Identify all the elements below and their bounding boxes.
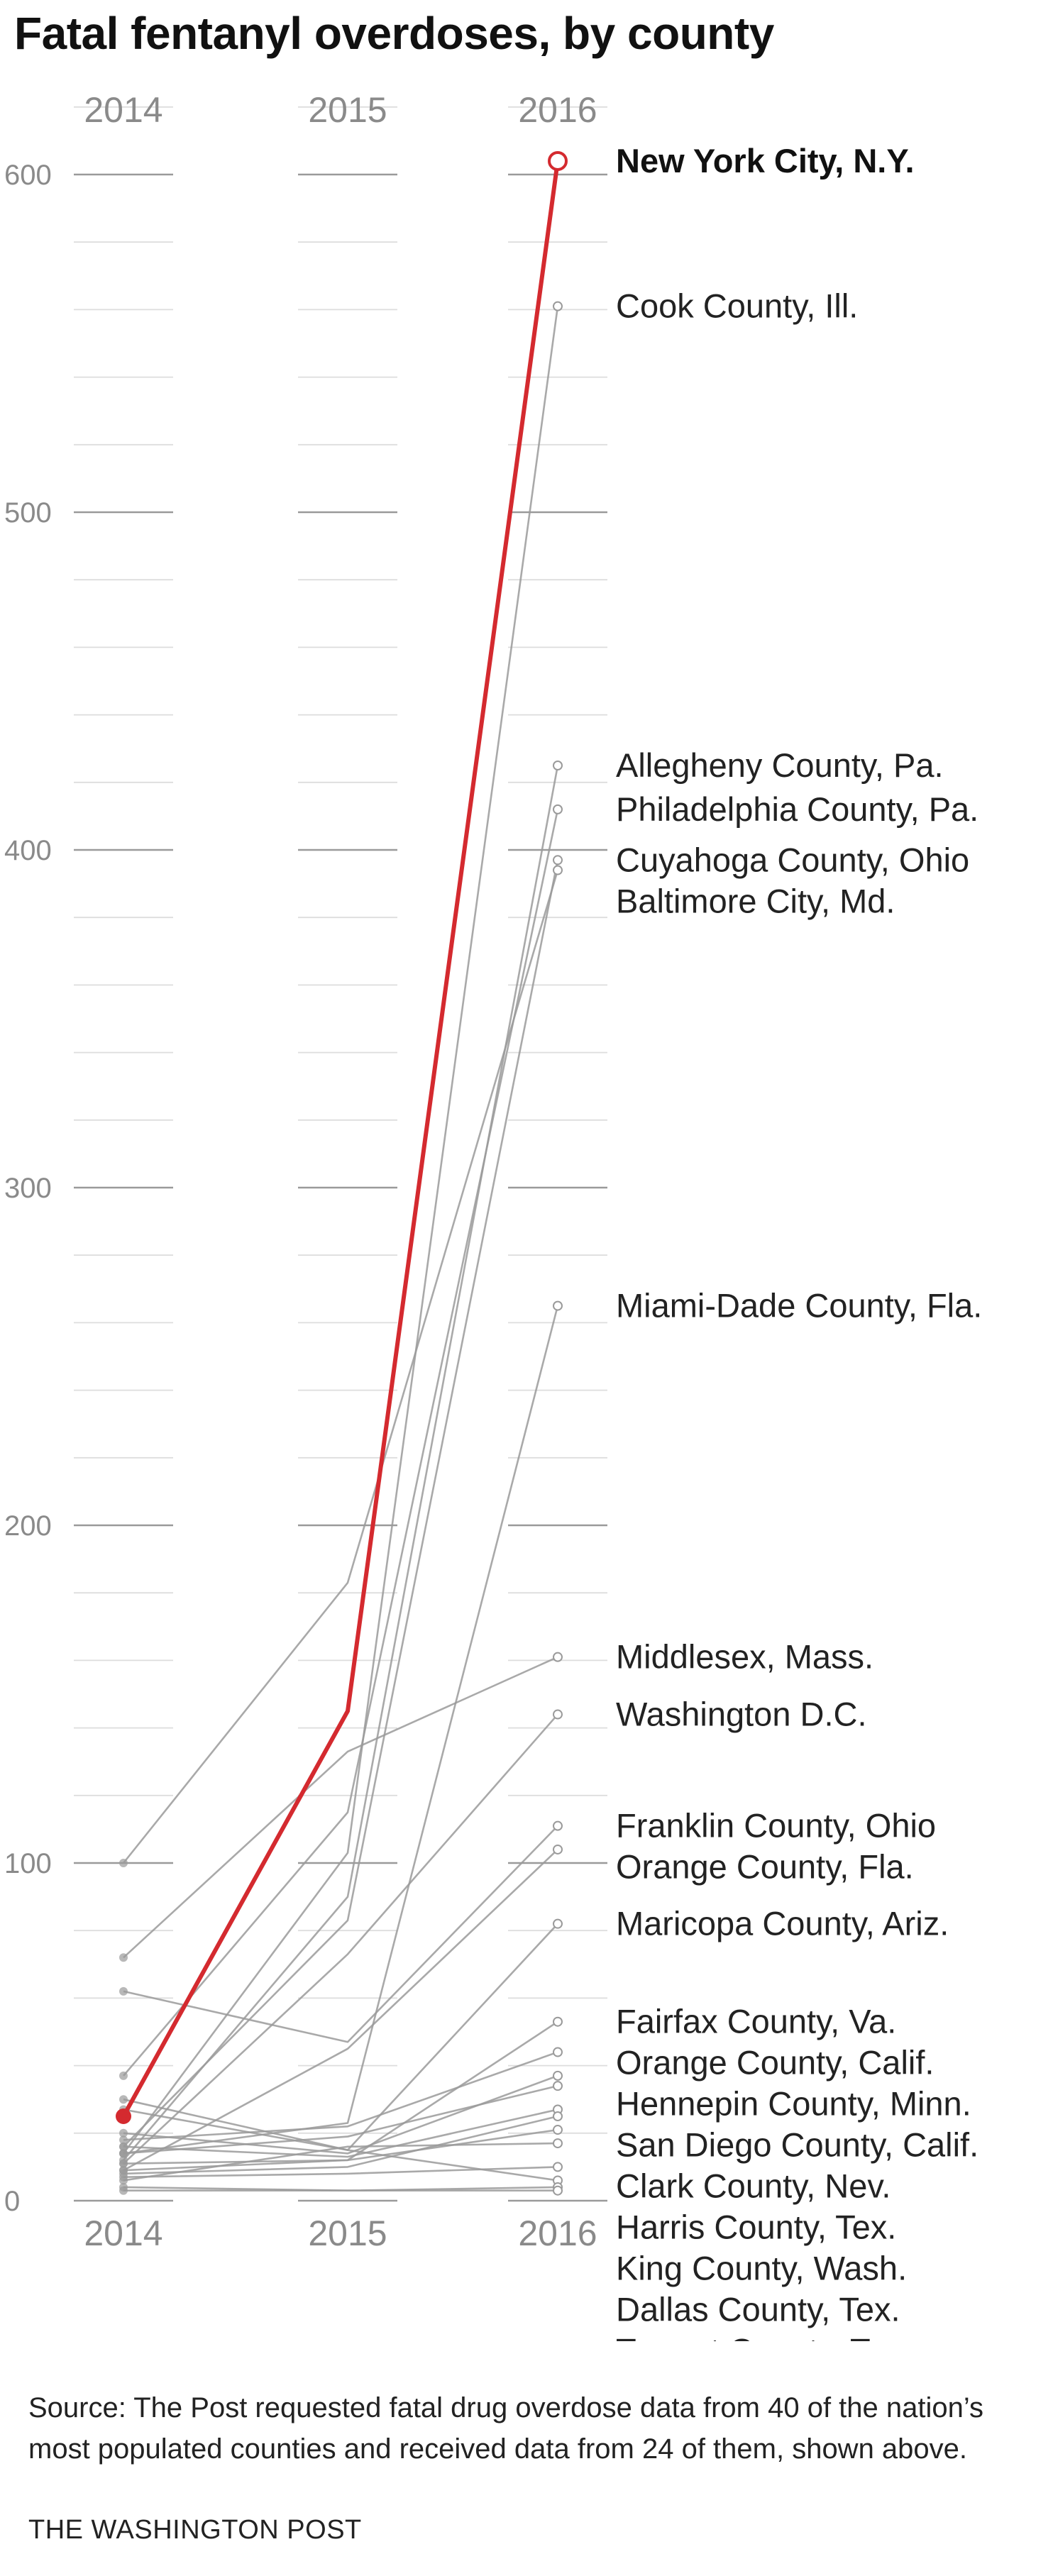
point-2014-king-county-wash [119, 2159, 128, 2168]
series-line-allegheny-county-pa [123, 765, 559, 2161]
y-tick-label-200: 200 [4, 1510, 52, 1542]
series-label-dallas-county-tex: Dallas County, Tex. [616, 2291, 900, 2328]
series-label-allegheny-county-pa: Allegheny County, Pa. [616, 746, 944, 784]
series-line-cook-county-ill [122, 306, 559, 2155]
year-label-top-2016: 2016 [518, 90, 597, 130]
y-tick-label-600: 600 [4, 160, 52, 191]
point-2016-allegheny-county-pa [553, 761, 563, 770]
point-2016-dallas-county-tex [553, 2138, 563, 2149]
point-2016-miami-dade-county-fla [553, 1300, 563, 1311]
y-tick-label-100: 100 [4, 1848, 52, 1879]
point-2014-santa-clara-ca [119, 2186, 128, 2195]
series-line-miami-dade-county-fla [123, 1305, 559, 2155]
x-axis-top: 2014 2015 2016 [84, 90, 597, 130]
point-2016-fairfax-county-va [553, 2016, 563, 2027]
series-label-washington-d-c: Washington D.C. [616, 1696, 867, 1733]
point-2016-king-county-wash [553, 2125, 563, 2135]
point-2014-franklin-county-ohio [119, 1986, 128, 1996]
point-2016-middlesex-mass [553, 1652, 563, 1662]
point-2014-philadelphia-county-pa [119, 2071, 128, 2080]
point-2016-hennepin-county-minn [553, 2070, 563, 2081]
point-2014-san-diego-county-calif [119, 2149, 128, 2158]
series-line-washington-d-c [123, 1713, 558, 2165]
point-2016-orange-county-fla [553, 1844, 563, 1854]
series-line-clark-county-nev [123, 2108, 558, 2158]
point-2016-new-york-city-n-y [548, 150, 568, 171]
series-label-hennepin-county-minn: Hennepin County, Minn. [616, 2085, 971, 2123]
series-line-franklin-county-ohio [123, 1825, 558, 2043]
point-2014-middlesex-mass [119, 1953, 128, 1962]
year-label-bottom-2016: 2016 [518, 2213, 597, 2253]
point-2014-maricopa-county-ariz [119, 2095, 128, 2104]
series-label-cuyahoga-county-ohio: Cuyahoga County, Ohio [616, 841, 969, 878]
year-label-bottom-2015: 2015 [308, 2213, 387, 2253]
series-line-middlesex-mass [123, 1656, 558, 1959]
series-label-tarrant-county-tex: Tarrant County, Tex. [616, 2332, 911, 2341]
point-2014-hennepin-county-minn [119, 2128, 128, 2138]
year-label-bottom-2014: 2014 [84, 2213, 162, 2253]
point-2016-cook-county-ill [553, 301, 563, 311]
point-2016-washington-d-c [553, 1709, 563, 1720]
series-line-philadelphia-county-pa [123, 809, 559, 2077]
series-line-king-county-wash [123, 2128, 558, 2165]
x-axis-bottom: 2014 2015 2016 [84, 2213, 597, 2253]
series-label-cook-county-ill: Cook County, Ill. [616, 287, 858, 325]
series-label-middlesex-mass: Middlesex, Mass. [616, 1638, 873, 1676]
series-label-baltimore-city-md: Baltimore City, Md. [616, 882, 895, 919]
series-label-maricopa-county-ariz: Maricopa County, Ariz. [616, 1905, 949, 1942]
series-line-san-diego-county-calif [123, 2084, 558, 2155]
series-label-philadelphia-county-pa: Philadelphia County, Pa. [616, 790, 978, 828]
point-2016-harris-county-tex [553, 2111, 563, 2121]
point-2016-cuyahoga-county-ohio [553, 855, 563, 866]
point-2014-baltimore-city-md [119, 1859, 128, 1867]
credit-line: THE WASHINGTON POST [28, 2515, 362, 2545]
series-lines [116, 150, 568, 2196]
series-line-dallas-county-tex [123, 2142, 558, 2182]
year-label-top-2015: 2015 [308, 90, 387, 130]
series-line-harris-county-tex [123, 2115, 558, 2175]
point-2014-tarrant-county-tex [119, 2172, 128, 2182]
series-line-tarrant-county-tex [123, 2166, 558, 2178]
series-label-san-diego-county-calif: San Diego County, Calif. [616, 2126, 978, 2164]
series-label-orange-county-fla: Orange County, Fla. [616, 1848, 914, 1886]
series-label-orange-county-calif: Orange County, Calif. [616, 2044, 934, 2082]
series-label-king-county-wash: King County, Wash. [616, 2250, 907, 2287]
series-line-cuyahoga-county-ohio [123, 860, 559, 2147]
series-line-hillsborough-county-fla [123, 2108, 558, 2182]
series-line-baltimore-city-md [122, 870, 559, 1864]
gridlines [74, 106, 607, 2202]
point-2016-san-diego-county-calif [553, 2081, 563, 2091]
series-labels: New York City, N.Y. Cook County, Ill. Alle… [616, 142, 982, 2341]
point-2016-philadelphia-county-pa [553, 804, 563, 814]
source-note: Source: The Post requested fatal drug ov… [28, 2392, 984, 2465]
series-label-miami-dade-county-fla: Miami-Dade County, Fla. [616, 1287, 982, 1325]
series-label-franklin-county-ohio: Franklin County, Ohio [616, 1807, 936, 1845]
series-line-maricopa-county-ariz [123, 1923, 558, 2151]
series-line-hennepin-county-minn [123, 2074, 558, 2155]
point-2014-orange-county-calif [119, 2135, 128, 2145]
series-label-fairfax-county-va: Fairfax County, Va. [616, 2003, 896, 2040]
series-line-orange-county-fla [123, 1849, 558, 2172]
series-label-new-york-city-n-y: New York City, N.Y. [616, 142, 915, 179]
point-2016-maricopa-county-ariz [553, 1918, 563, 1929]
y-tick-label-500: 500 [4, 497, 52, 529]
series-line-orange-county-calif [123, 2051, 558, 2141]
series-line-new-york-city-n-y [121, 160, 560, 2118]
year-label-top-2014: 2014 [84, 90, 162, 130]
point-2016-franklin-county-ohio [553, 1820, 563, 1831]
point-2016-tarrant-county-tex [553, 2162, 563, 2172]
chart-title: Fatal fentanyl overdoses, by county [14, 8, 774, 59]
point-2014-new-york-city-n-y [116, 2108, 131, 2124]
y-tick-label-0: 0 [4, 2186, 20, 2217]
point-2014-clark-county-nev [119, 2142, 128, 2151]
series-label-harris-county-tex: Harris County, Tex. [616, 2209, 896, 2246]
y-tick-label-300: 300 [4, 1173, 52, 1204]
point-2016-baltimore-city-md [553, 865, 563, 875]
point-2016-santa-clara-ca [553, 2185, 563, 2196]
point-2016-orange-county-calif [553, 2047, 563, 2057]
y-tick-label-400: 400 [4, 835, 52, 866]
y-axis-ticks: 0 100 200 300 400 500 600 [4, 160, 52, 2217]
series-label-clark-county-nev: Clark County, Nev. [616, 2167, 891, 2205]
